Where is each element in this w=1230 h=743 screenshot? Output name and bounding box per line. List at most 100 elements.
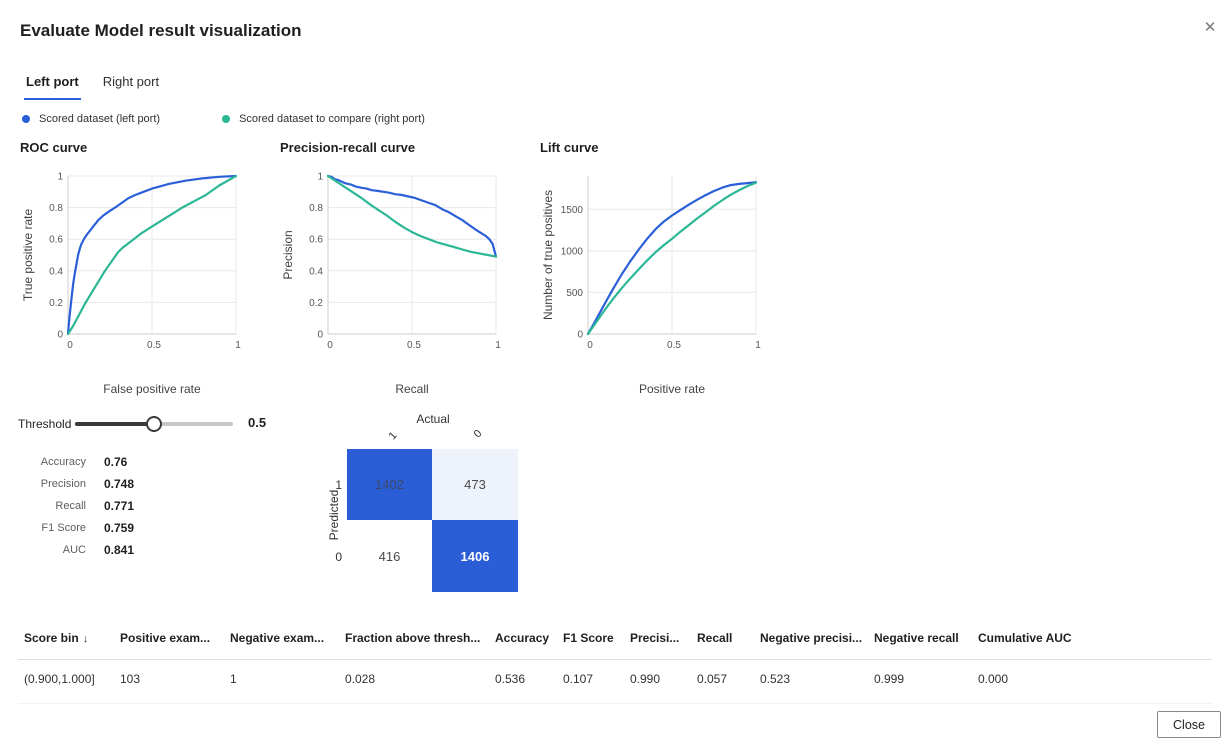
- metric-value: 0.76: [104, 455, 128, 469]
- axis-tick-label: 0.2: [309, 298, 323, 309]
- y-axis-label: True positive rate: [21, 209, 35, 302]
- table-row-divider: [18, 703, 1212, 704]
- table-cell: 0.107: [563, 672, 594, 686]
- table-cell: 0.523: [760, 672, 791, 686]
- axis-tick-label: 0.6: [309, 235, 323, 246]
- legend-dot-green-icon: [222, 115, 231, 123]
- axis-tick-label: 0: [587, 340, 593, 351]
- legend-dot-blue-icon: [22, 115, 30, 123]
- metric-row: F1 Score 0.759: [18, 517, 218, 539]
- confusion-matrix-col-label: 0: [471, 427, 485, 441]
- table-column-header[interactable]: Recall: [697, 631, 733, 645]
- table-column-header[interactable]: Negative exam...: [230, 631, 325, 645]
- port-tabs: Left port Right port: [24, 68, 161, 100]
- table-column-header[interactable]: Score bin ↓: [24, 631, 89, 645]
- metric-row: Accuracy 0.76: [18, 451, 218, 473]
- metric-label: F1 Score: [41, 522, 86, 534]
- threshold-slider-handle[interactable]: [146, 416, 162, 432]
- metric-label: Recall: [55, 500, 86, 512]
- confusion-matrix-cell-tp[interactable]: 1402: [347, 449, 432, 520]
- x-axis-label: Recall: [395, 382, 428, 396]
- table-cell: 0.990: [630, 672, 661, 686]
- axis-tick-label: 1: [57, 172, 63, 183]
- legend-item-left-port: Scored dataset (left port): [22, 113, 160, 125]
- table-cell: 0.000: [978, 672, 1009, 686]
- tab-left-port[interactable]: Left port: [24, 68, 81, 100]
- axis-tick-label: 0: [57, 330, 63, 341]
- axis-tick-label: 0.4: [309, 266, 323, 277]
- axis-tick-label: 1: [235, 340, 241, 351]
- x-axis-label: False positive rate: [103, 382, 201, 396]
- axis-tick-label: 0.5: [667, 340, 681, 351]
- axis-tick-label: 0.2: [49, 298, 63, 309]
- axis-tick-label: 0: [317, 330, 323, 341]
- table-row: (0.900,1.000] 103 1 0.028 0.536 0.107 0.990 0.0…: [24, 672, 1128, 686]
- axis-tick-label: 1500: [561, 205, 584, 216]
- chart-title-roc: ROC curve: [20, 140, 88, 155]
- table-cell: 0.057: [697, 672, 728, 686]
- table-column-header[interactable]: F1 Score: [563, 631, 614, 645]
- table-cell: 0.999: [874, 672, 905, 686]
- legend-label: Scored dataset (left port): [39, 113, 161, 125]
- close-icon[interactable]: ✕: [1203, 19, 1217, 36]
- table-header-divider: [18, 659, 1212, 660]
- y-axis-label: Number of true positives: [541, 190, 555, 320]
- legend-item-right-port: Scored dataset to compare (right port): [222, 113, 425, 125]
- precision-recall-chart: 0 0.2 0.4 0.6 0.8 1 0 0.5 1 Recall Precision: [281, 172, 501, 397]
- table-column-header[interactable]: Negative precisi...: [760, 631, 863, 645]
- threshold-slider-fill: [75, 422, 154, 426]
- metric-row: Recall 0.771: [18, 495, 218, 517]
- axis-tick-label: 0: [67, 340, 73, 351]
- table-column-header[interactable]: Fraction above thresh...: [345, 631, 481, 645]
- threshold-label: Threshold: [18, 417, 72, 431]
- axis-tick-label: 0: [577, 330, 583, 341]
- table-cell: (0.900,1.000]: [24, 672, 95, 686]
- confusion-matrix-x-axis-label: Actual: [416, 412, 450, 426]
- confusion-matrix-cell-tn[interactable]: 1406: [432, 520, 518, 592]
- chart-title-pr: Precision-recall curve: [280, 140, 416, 155]
- metric-row: AUC 0.841: [18, 539, 218, 561]
- axis-tick-label: 0.5: [407, 340, 421, 351]
- axis-tick-label: 0.5: [147, 340, 161, 351]
- axis-tick-label: 0.8: [309, 203, 323, 214]
- sort-descending-icon: ↓: [82, 633, 89, 645]
- metric-row: Precision 0.748: [18, 473, 218, 495]
- roc-curve-chart: 0 0.2 0.4 0.6 0.8 1 0 0.5 1 False positive rate Tr…: [21, 172, 241, 397]
- tab-right-port[interactable]: Right port: [102, 74, 160, 89]
- confusion-matrix-row-label: 1: [335, 478, 342, 492]
- metric-value: 0.759: [104, 521, 135, 535]
- table-cell: 0.536: [495, 672, 526, 686]
- legend-label: Scored dataset to compare (right port): [239, 113, 425, 125]
- x-axis-label: Positive rate: [639, 382, 705, 396]
- close-button[interactable]: Close: [1157, 711, 1221, 738]
- series-line-1: [66, 174, 238, 336]
- table-column-header[interactable]: Cumulative AUC: [978, 631, 1072, 645]
- table-column-header[interactable]: Positive exam...: [120, 631, 211, 645]
- confusion-matrix-cell-fp[interactable]: 473: [432, 449, 518, 520]
- precision-recall-block: Precision-recall curve 0 0.2 0.4 0.6 0.8 1 0 0.…: [278, 140, 536, 396]
- metric-value: 0.771: [104, 499, 135, 513]
- table-column-header[interactable]: Negative recall: [874, 631, 959, 645]
- table-column-header[interactable]: Accuracy: [495, 631, 550, 645]
- axis-tick-label: 0.6: [49, 235, 63, 246]
- table-column-header[interactable]: Precisi...: [630, 631, 680, 645]
- threshold-slider[interactable]: [75, 416, 233, 432]
- threshold-control: Threshold 0.5: [18, 415, 278, 435]
- table-cell: 1: [230, 672, 237, 686]
- threshold-value: 0.5: [248, 415, 267, 430]
- table-cell: 103: [120, 672, 141, 686]
- series-line-0: [66, 174, 238, 336]
- metric-value: 0.748: [104, 477, 135, 491]
- axis-tick-label: 1: [495, 340, 501, 351]
- confusion-matrix-cell-fn[interactable]: 416: [347, 520, 432, 592]
- series-line-0: [326, 174, 498, 258]
- confusion-matrix-row-label: 0: [335, 550, 342, 564]
- chart-legend: Scored dataset (left port) Scored datase…: [22, 113, 425, 125]
- lift-curve-chart: 0 500 1000 1500 0 0.5 1 Positive rate Number of …: [541, 176, 761, 396]
- axis-tick-label: 1000: [561, 246, 584, 257]
- metric-label: AUC: [62, 544, 86, 556]
- y-axis-label: Precision: [281, 230, 295, 279]
- lift-curve-block: Lift curve 0 500 1000 1500 0 0.5 1 Positive rat…: [538, 140, 796, 396]
- confusion-matrix-grid: 1402 473 416 1406: [347, 449, 518, 592]
